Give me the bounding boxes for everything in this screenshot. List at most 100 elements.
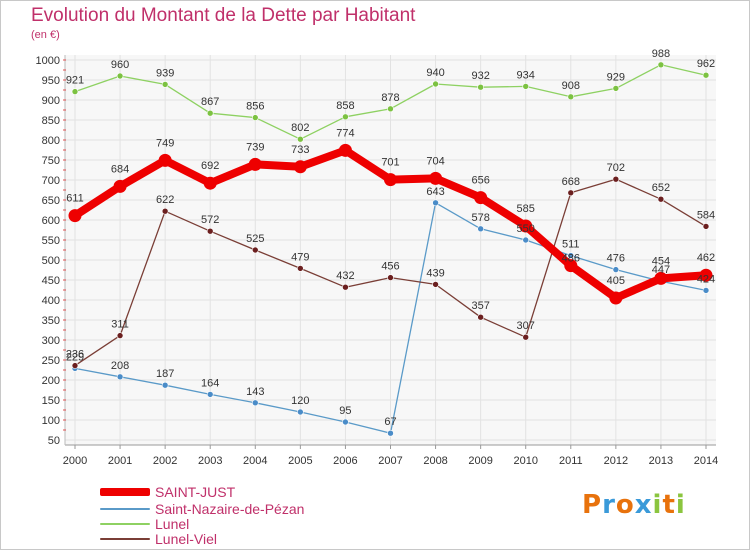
- data-point: [338, 143, 352, 157]
- x-tick-label: 2014: [694, 455, 718, 467]
- data-point: [251, 246, 259, 254]
- legend-label-saint-nazaire: Saint-Nazaire-de-Pézan: [155, 501, 305, 517]
- legend-item-saint-just: SAINT-JUST: [100, 484, 235, 500]
- data-label: 988: [652, 48, 670, 60]
- y-tick-label: 350: [42, 315, 60, 327]
- logo-letter: t: [662, 490, 676, 520]
- data-label: 578: [471, 212, 489, 224]
- data-label: 962: [697, 58, 715, 70]
- data-point: [297, 408, 304, 416]
- data-point: [297, 265, 304, 272]
- data-point: [522, 83, 530, 90]
- data-label: 611: [66, 193, 84, 205]
- x-tick-label: 2003: [198, 455, 222, 467]
- logo-letter: r: [602, 490, 616, 520]
- data-label: 939: [156, 67, 174, 79]
- data-label: 934: [517, 69, 535, 81]
- data-label: 357: [471, 300, 489, 312]
- y-tick-label: 550: [42, 235, 60, 247]
- data-label: 405: [607, 275, 625, 287]
- data-point: [158, 153, 172, 167]
- data-point: [161, 381, 169, 389]
- data-point: [699, 268, 713, 282]
- data-point: [429, 171, 443, 185]
- legend-swatch-lunel-viel: [100, 538, 150, 540]
- legend-item-saint-nazaire: Saint-Nazaire-de-Pézan: [100, 501, 304, 517]
- legend-label-lunel-viel: Lunel-Viel: [155, 531, 218, 547]
- data-label: 511: [562, 239, 580, 251]
- data-point: [113, 179, 127, 193]
- data-label: 932: [471, 70, 489, 82]
- data-label: 878: [381, 92, 399, 104]
- data-label: 692: [201, 160, 219, 172]
- data-point: [116, 332, 124, 339]
- data-label: 236: [66, 349, 84, 361]
- data-point: [612, 175, 620, 183]
- data-point: [116, 373, 124, 381]
- data-point: [116, 72, 124, 80]
- data-label: 668: [562, 176, 580, 188]
- data-label: 643: [426, 186, 444, 198]
- x-tick-label: 2012: [604, 455, 628, 467]
- x-tick-label: 2006: [333, 455, 357, 467]
- data-point: [609, 291, 623, 305]
- data-point: [612, 266, 620, 273]
- logo-letter: i: [652, 490, 663, 520]
- data-point: [342, 283, 349, 291]
- data-label: 454: [652, 255, 670, 267]
- data-point: [206, 391, 214, 398]
- legend-swatch-saint-nazaire: [100, 508, 150, 510]
- y-tick-label: 1000: [36, 55, 60, 67]
- data-label: 652: [652, 182, 670, 194]
- logo-letter: o: [615, 490, 635, 520]
- logo-letter: P: [582, 490, 603, 520]
- data-label: 479: [291, 251, 309, 263]
- x-tick-label: 2008: [423, 455, 447, 467]
- x-tick-label: 2010: [513, 455, 537, 467]
- data-point: [567, 252, 575, 259]
- data-point: [161, 81, 169, 88]
- data-label: 684: [111, 163, 129, 175]
- y-tick-label: 800: [42, 135, 60, 147]
- data-point: [477, 225, 484, 233]
- data-label: 95: [339, 405, 351, 417]
- data-label: 733: [291, 144, 309, 156]
- data-point: [248, 157, 262, 171]
- data-label: 432: [336, 270, 354, 282]
- data-label: 447: [652, 264, 670, 276]
- data-label: 572: [201, 214, 219, 226]
- data-label: 143: [246, 386, 264, 398]
- data-label: 702: [607, 162, 625, 174]
- y-tick-label: 700: [42, 175, 60, 187]
- data-point: [68, 209, 82, 223]
- data-point: [251, 399, 259, 407]
- data-point: [206, 109, 214, 117]
- data-point: [702, 223, 710, 230]
- data-label: 774: [336, 127, 354, 139]
- data-point: [342, 418, 349, 426]
- data-label: 585: [517, 203, 535, 215]
- legend-swatch-lunel: [100, 523, 150, 525]
- y-tick-label: 650: [42, 195, 60, 207]
- y-tick-label: 100: [42, 415, 60, 427]
- data-label: 525: [246, 233, 264, 245]
- data-point: [477, 313, 484, 321]
- line-chart: 50 100 150 200 250 300 350 400 450 500 550 600 650 70…: [36, 48, 719, 467]
- chart-subtitle: (en €): [31, 29, 60, 41]
- y-tick-label: 950: [42, 75, 60, 87]
- data-point: [387, 274, 394, 281]
- data-label: 424: [697, 273, 715, 285]
- chart-title: Evolution du Montant de la Dette par Hab…: [31, 5, 416, 26]
- data-point: [71, 362, 79, 369]
- data-point: [702, 71, 710, 79]
- x-tick-label: 2009: [468, 455, 492, 467]
- data-label: 921: [66, 75, 84, 87]
- y-tick-label: 250: [42, 355, 60, 367]
- data-point: [474, 191, 488, 205]
- y-tick-label: 300: [42, 335, 60, 347]
- data-label: 229: [66, 351, 84, 363]
- data-point: [612, 85, 620, 92]
- data-point: [657, 61, 665, 69]
- data-point: [522, 333, 530, 341]
- y-tick-label: 450: [42, 275, 60, 287]
